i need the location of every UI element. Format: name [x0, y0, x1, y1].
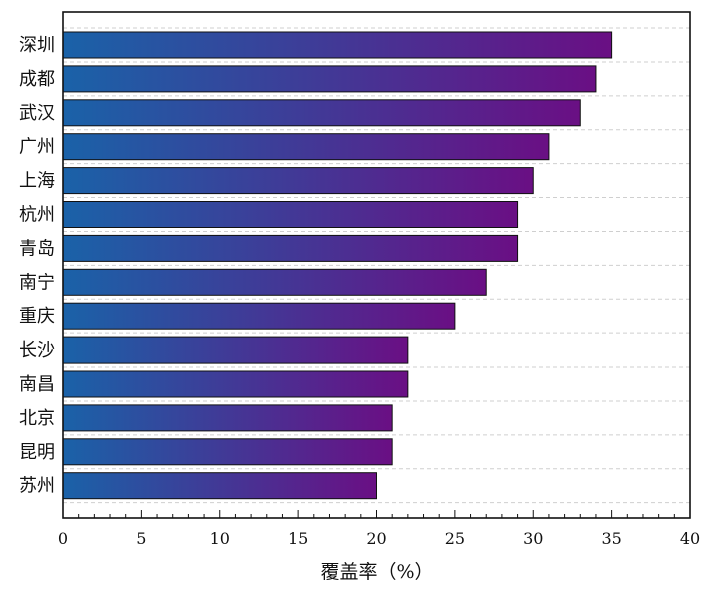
- axes: [62, 11, 691, 519]
- x-tick-label: 5: [136, 529, 146, 548]
- bar: [62, 268, 487, 296]
- category-label: 南昌: [19, 374, 55, 395]
- bar: [62, 99, 581, 127]
- bar: [62, 336, 409, 364]
- category-label: 青岛: [19, 238, 55, 259]
- category-label: 重庆: [19, 306, 55, 327]
- x-tick-label: 10: [210, 529, 230, 548]
- bar: [62, 31, 613, 59]
- x-tick-label: 20: [366, 529, 386, 548]
- x-tick-label: 15: [288, 529, 308, 548]
- category-label: 武汉: [19, 103, 55, 124]
- x-tick-label: 25: [445, 529, 465, 548]
- bar: [62, 302, 456, 330]
- bar: [62, 472, 377, 500]
- bar: [62, 133, 550, 161]
- bar: [62, 370, 409, 398]
- category-label: 长沙: [19, 340, 55, 361]
- category-label: 杭州: [19, 205, 55, 226]
- category-label: 北京: [19, 408, 55, 429]
- category-label: 上海: [19, 171, 55, 192]
- x-axis-title: 覆盖率（%）: [320, 561, 433, 583]
- bar: [62, 201, 519, 228]
- bars: [62, 31, 613, 500]
- bar: [62, 234, 519, 262]
- category-label: 深圳: [19, 35, 55, 56]
- category-label: 成都: [19, 69, 55, 90]
- category-label: 广州: [19, 137, 55, 158]
- x-tick-label: 35: [601, 529, 621, 548]
- bar: [62, 404, 393, 432]
- x-tick-label: 0: [58, 529, 68, 548]
- category-label: 苏州: [19, 476, 55, 497]
- bar: [62, 438, 393, 466]
- x-tick-label: 30: [523, 529, 543, 548]
- bar: [62, 167, 534, 195]
- grid-lines: [63, 27, 690, 504]
- category-label: 南宁: [19, 272, 55, 293]
- bar: [62, 65, 597, 93]
- x-tick-label: 40: [680, 529, 700, 548]
- category-label: 昆明: [19, 442, 55, 463]
